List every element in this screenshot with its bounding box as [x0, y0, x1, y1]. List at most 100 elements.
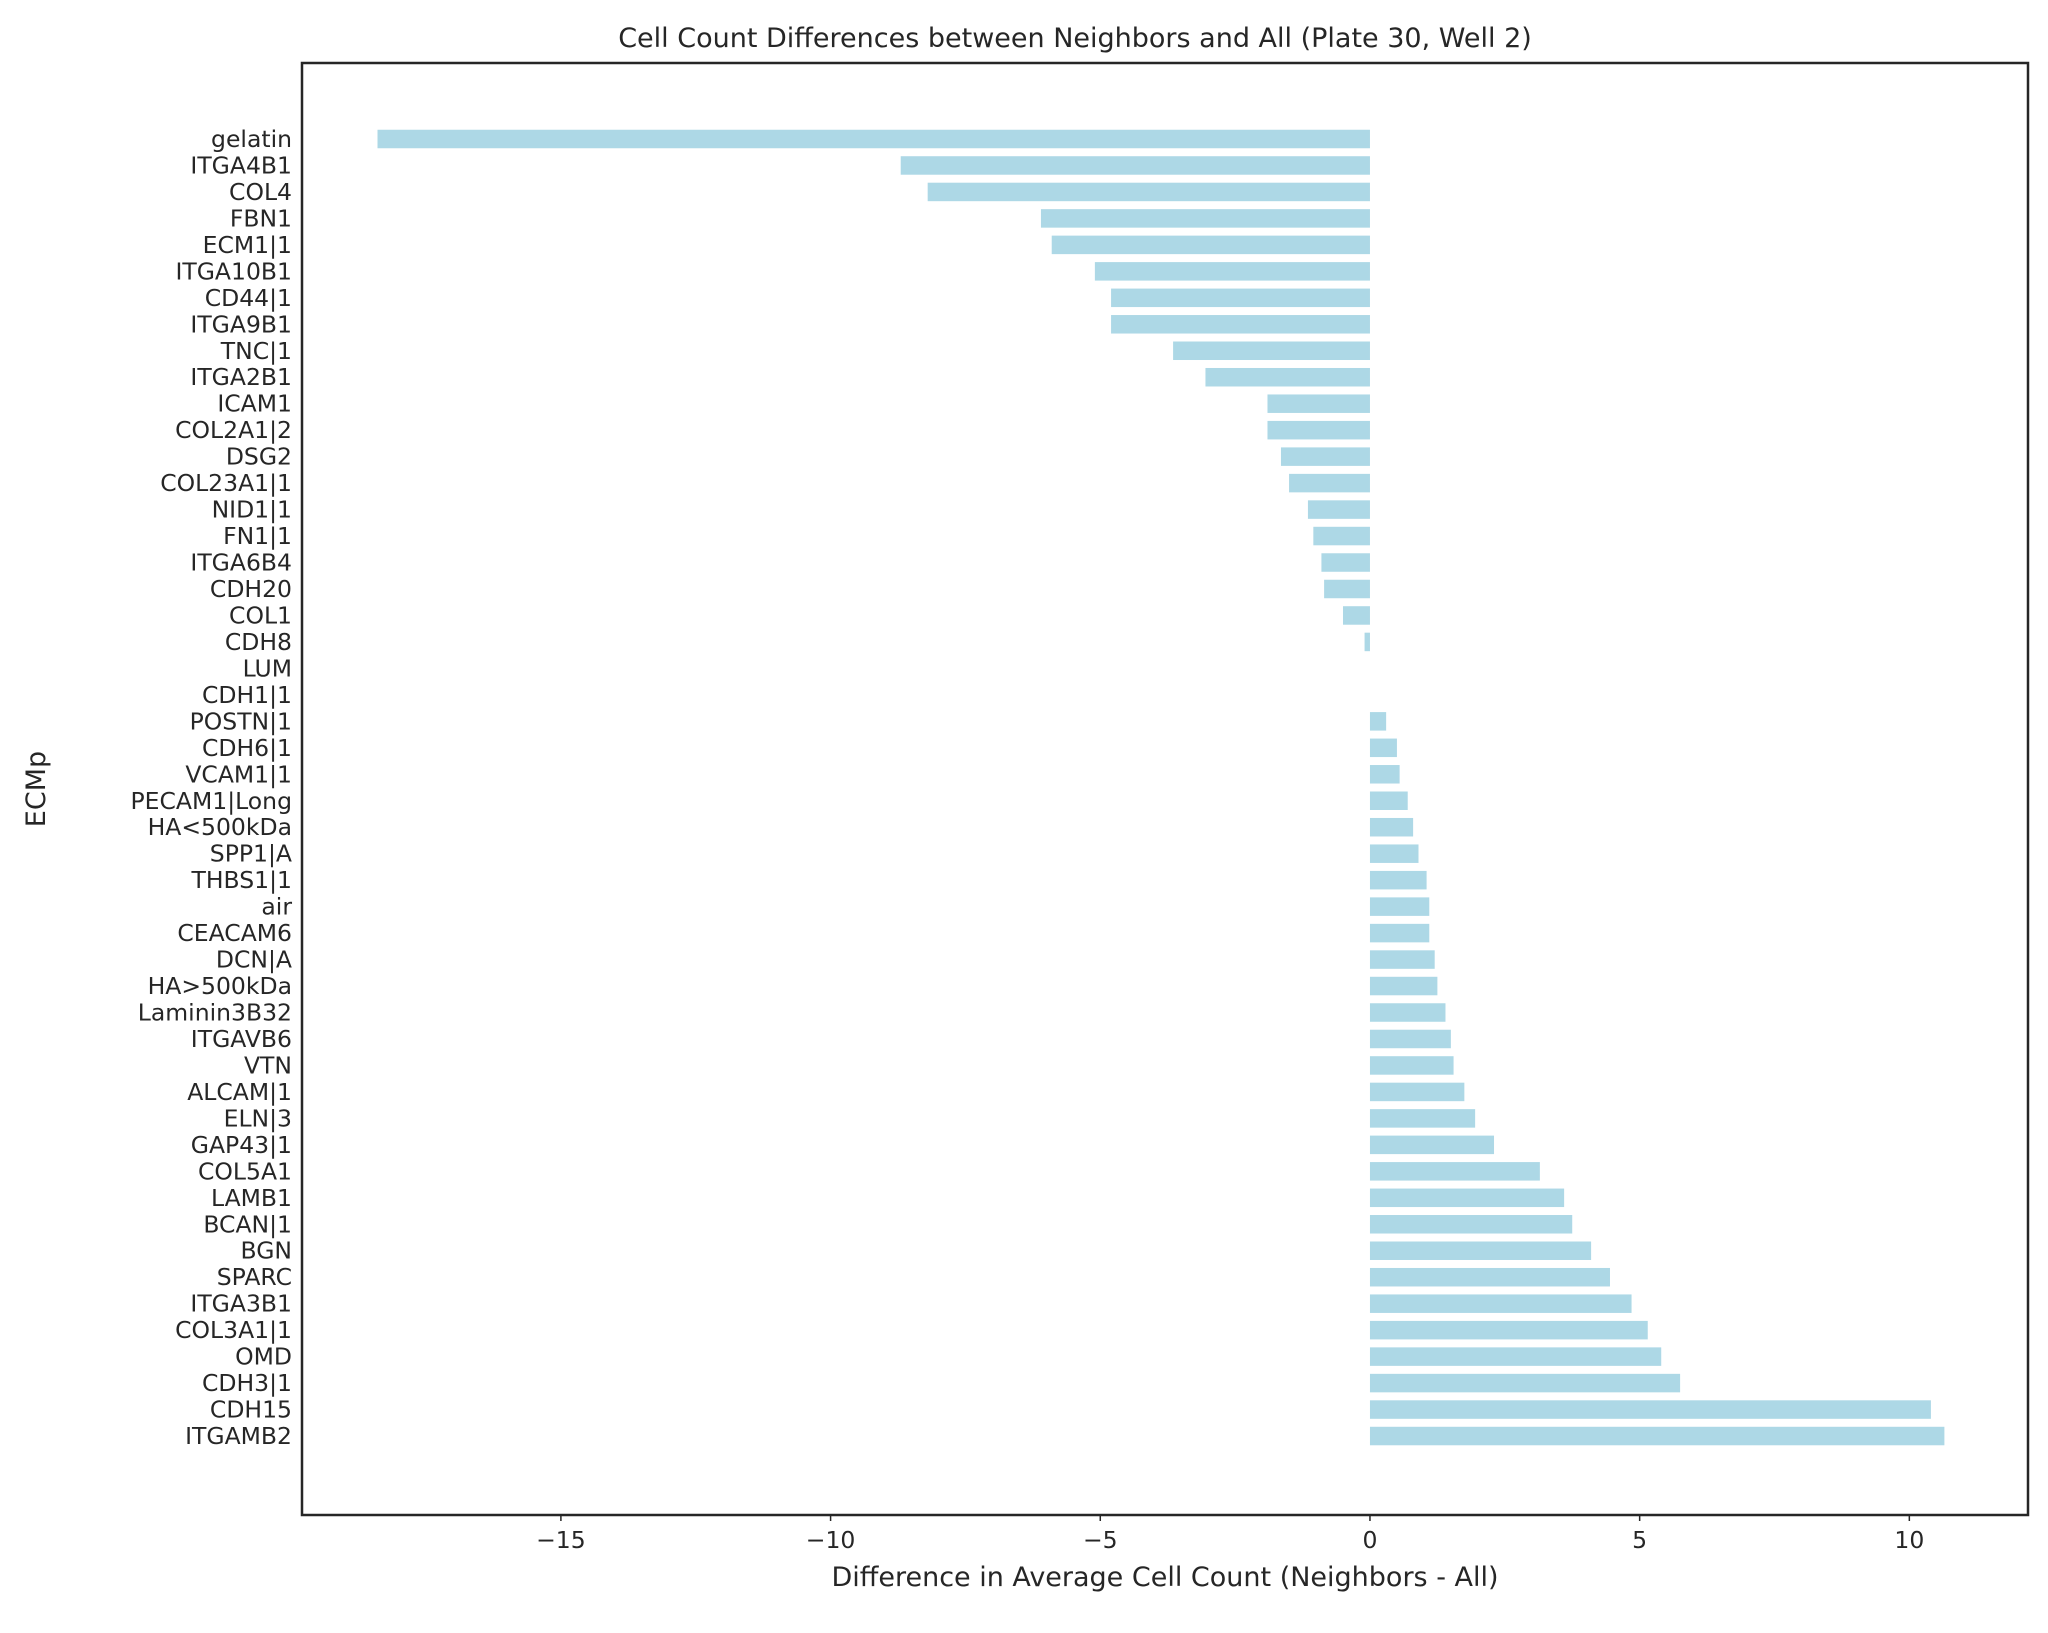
y-tick-label: COL2A1|2 — [175, 416, 292, 444]
y-tick-label: SPARC — [217, 1263, 292, 1291]
bar-4 — [1051, 235, 1370, 255]
x-tick-label: 10 — [1894, 1526, 1924, 1554]
bar-44 — [1369, 1294, 1632, 1313]
y-tick-label: ITGA6B4 — [190, 549, 292, 577]
bar-49 — [1369, 1426, 1945, 1446]
y-tick-label: OMD — [235, 1343, 292, 1371]
x-tick-label: −10 — [806, 1526, 856, 1554]
bar-9 — [1205, 367, 1370, 387]
y-tick-label: LAMB1 — [211, 1184, 292, 1212]
bar-37 — [1369, 1109, 1476, 1128]
x-axis-label: Difference in Average Cell Count (Neighb… — [831, 1562, 1498, 1593]
x-tick-label: −5 — [1083, 1526, 1118, 1554]
x-tick-label: 5 — [1632, 1526, 1647, 1554]
y-tick-label: ITGA2B1 — [190, 363, 292, 391]
bar-39 — [1369, 1162, 1540, 1181]
y-tick-label: air — [261, 893, 292, 921]
plot-frame — [300, 61, 2030, 1517]
y-tick-label: POSTN|1 — [190, 707, 292, 735]
bar-48 — [1369, 1400, 1931, 1419]
bar-36 — [1369, 1082, 1465, 1102]
y-tick-label: VTN — [244, 1051, 292, 1079]
bar-47 — [1369, 1373, 1681, 1393]
bar-42 — [1369, 1241, 1592, 1260]
y-tick-label: GAP43|1 — [191, 1131, 292, 1159]
y-tick-label: VCAM1|1 — [185, 760, 292, 788]
bar-41 — [1369, 1215, 1573, 1234]
y-tick-label: BCAN|1 — [203, 1210, 292, 1238]
y-tick-label: Laminin3B32 — [138, 999, 292, 1027]
bar-13 — [1289, 473, 1370, 493]
y-tick-label: CDH3|1 — [202, 1369, 292, 1397]
y-tick-label: CDH1|1 — [202, 681, 292, 709]
bar-45 — [1369, 1320, 1648, 1340]
bar-19 — [1364, 632, 1370, 652]
bar-26 — [1369, 817, 1414, 837]
bar-29 — [1369, 897, 1430, 916]
bar-16 — [1321, 553, 1370, 572]
y-axis-label: ECMp — [21, 751, 52, 827]
bar-6 — [1111, 288, 1370, 308]
y-tick-label: HA>500kDa — [148, 972, 292, 1000]
bar-8 — [1173, 341, 1370, 361]
bar-28 — [1369, 870, 1427, 890]
y-tick-label: FBN1 — [230, 204, 292, 232]
y-tick-label: BGN — [241, 1237, 293, 1265]
y-tick-label: SPP1|A — [210, 840, 292, 868]
y-tick-label: DSG2 — [226, 443, 292, 471]
bar-2 — [927, 182, 1370, 202]
y-tick-label: FN1|1 — [223, 522, 292, 550]
bar-35 — [1369, 1056, 1454, 1075]
y-tick-label: LUM — [243, 654, 292, 682]
y-tick-label: ALCAM|1 — [187, 1078, 292, 1106]
bar-3 — [1040, 209, 1370, 228]
y-tick-label: CEACAM6 — [177, 919, 292, 947]
bar-46 — [1369, 1347, 1662, 1366]
bar-1 — [900, 156, 1370, 175]
y-tick-label: ITGA3B1 — [190, 1290, 292, 1318]
y-tick-label: CDH8 — [225, 628, 292, 656]
y-tick-label: COL3A1|1 — [175, 1316, 292, 1344]
bar-18 — [1342, 606, 1370, 625]
bar-32 — [1369, 976, 1438, 996]
y-tick-label: ELN|3 — [224, 1104, 292, 1132]
bar-25 — [1369, 791, 1408, 810]
y-tick-label: CD44|1 — [205, 284, 292, 312]
x-ticks: −15 −10 −5 0 5 10 — [536, 1515, 1924, 1554]
bar-38 — [1369, 1135, 1495, 1155]
bar-7 — [1111, 315, 1370, 334]
bar-33 — [1369, 1003, 1446, 1022]
y-tick-label: COL23A1|1 — [160, 469, 292, 497]
y-tick-label: ICAM1 — [217, 390, 292, 418]
y-tick-label: ITGA4B1 — [190, 151, 292, 179]
y-tick-label: CDH6|1 — [202, 734, 292, 762]
bars-group — [377, 129, 1945, 1446]
bar-40 — [1369, 1188, 1565, 1208]
bar-11 — [1267, 420, 1370, 440]
y-tick-label: CDH20 — [210, 575, 292, 603]
bar-27 — [1369, 844, 1419, 863]
y-tick-label: ECM1|1 — [203, 231, 292, 259]
y-tick-label: COL1 — [229, 601, 292, 629]
y-tick-label: gelatin — [211, 125, 292, 153]
x-tick-label: 0 — [1362, 1526, 1377, 1554]
x-tick-label: −15 — [536, 1526, 586, 1554]
y-tick-label: ITGA9B1 — [190, 310, 292, 338]
bar-43 — [1369, 1267, 1610, 1287]
y-tick-label: DCN|A — [216, 946, 292, 974]
y-tick-label: NID1|1 — [212, 496, 292, 524]
y-tick-label: TNC|1 — [220, 337, 292, 365]
bar-15 — [1313, 526, 1370, 546]
y-tick-label: THBS1|1 — [191, 866, 292, 894]
bar-0 — [377, 129, 1370, 149]
bar-23 — [1369, 738, 1397, 758]
y-tick-label: COL4 — [229, 178, 292, 206]
bar-24 — [1369, 765, 1400, 784]
y-tick-label: HA<500kDa — [148, 813, 292, 841]
bar-17 — [1324, 579, 1370, 599]
bar-12 — [1280, 447, 1370, 466]
bar-10 — [1267, 394, 1370, 413]
bar-22 — [1369, 712, 1387, 731]
bar-30 — [1369, 923, 1430, 943]
